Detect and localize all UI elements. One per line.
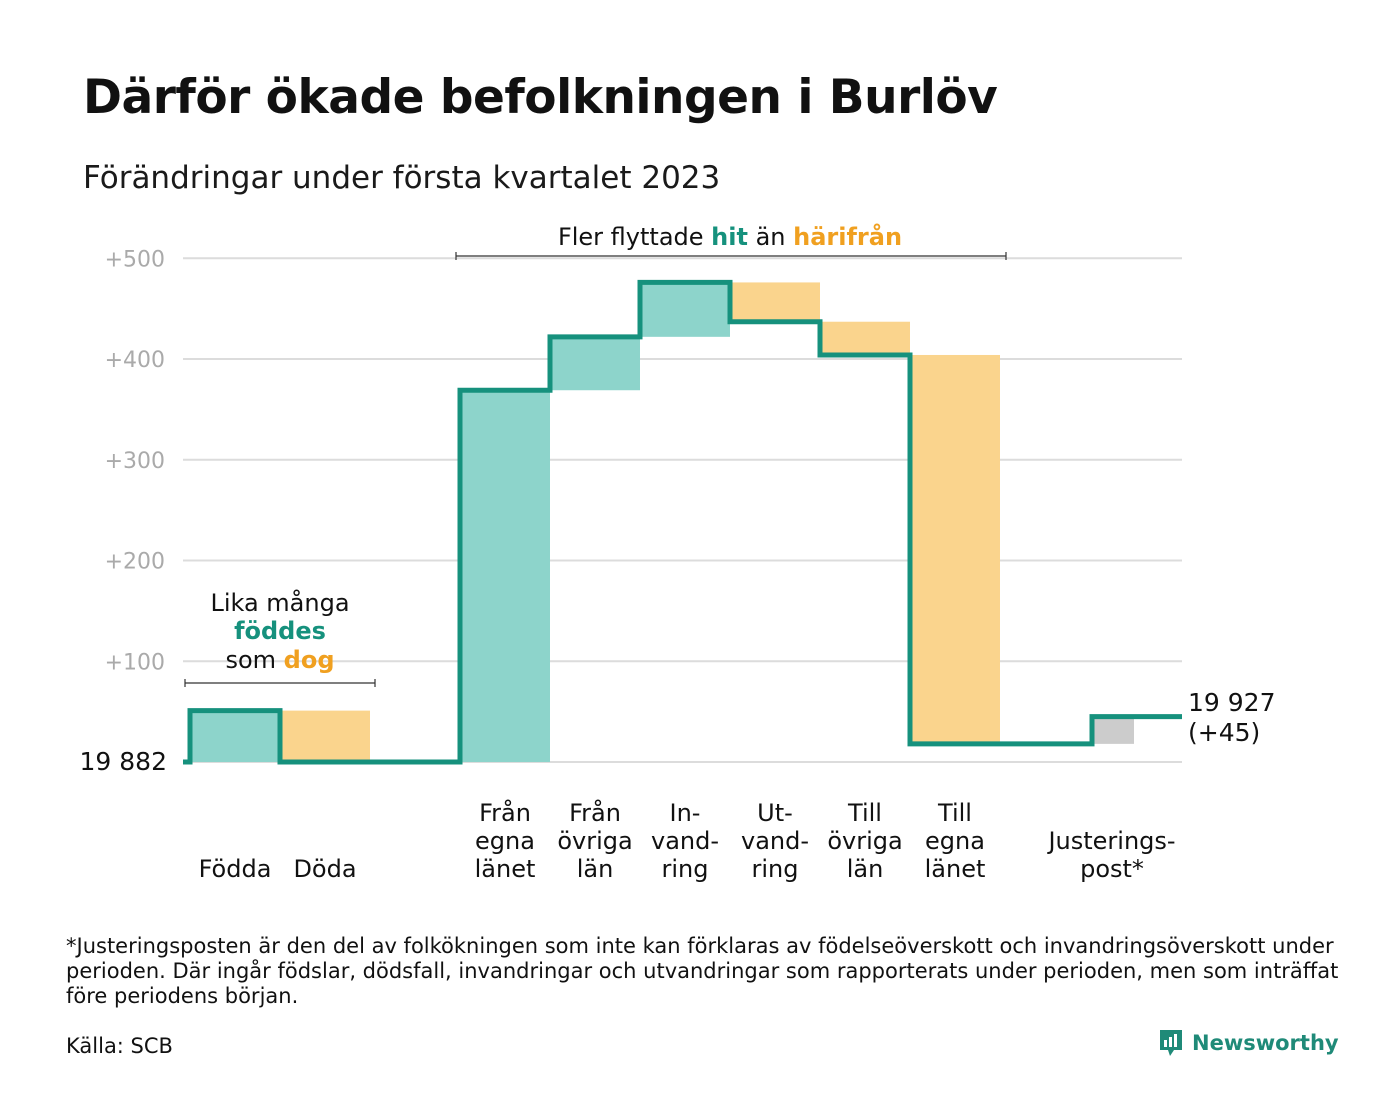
bar-0 [190,710,280,762]
cumulative-step-line [183,279,1182,765]
bar-4 [640,282,730,337]
births-annotation-line1: Lika många [210,588,349,617]
x-category-label: vand- [651,827,719,855]
bar-2 [460,390,550,762]
x-category-label: ring [752,855,799,883]
x-category-label: Födda [199,855,272,883]
brand-logo: Newsworthy [1158,1028,1339,1058]
bar-6 [820,321,910,355]
x-category-label: egna [925,827,985,855]
bar-1 [280,710,370,762]
x-category-label: övriga [827,827,902,855]
source-label: Källa: SCB [66,1034,173,1058]
x-category-label: post* [1080,855,1144,883]
x-category-label: ring [662,855,709,883]
x-category-label: länet [925,855,986,883]
x-category-label: övriga [557,827,632,855]
bar-3 [550,336,640,391]
y-tick-label: +100 [105,650,165,675]
x-category-label: Från [569,798,621,827]
bar-5 [730,282,820,322]
y-tick-label: +300 [105,449,165,474]
x-category-label: Justerings- [1046,827,1175,855]
end-change-label: (+45) [1188,718,1260,747]
x-category-label: In- [670,799,701,827]
x-category-label: Till [847,799,882,827]
x-category-label: Till [937,799,972,827]
births-annotation-in: föddes [234,617,326,645]
y-tick-label: +200 [105,550,165,575]
x-category-label: Ut- [757,799,793,827]
footnote: *Justeringsposten är den del av folkökni… [66,934,1339,1008]
x-category-label: län [847,855,884,883]
bar-7 [910,354,1000,744]
newsworthy-logo-icon [1160,1030,1182,1056]
x-category-label: länet [475,855,536,883]
moves-annotation: Fler flyttade hit än härifrån [558,222,902,251]
start-value-label: 19 882 [80,747,167,776]
bar-8 [1092,716,1134,744]
end-value-label: 19 927 [1188,688,1275,717]
chart-subtitle: Förändringar under första kvartalet 2023 [83,160,721,196]
waterfall-chart: +100 +200 +300 +400 +500 19 882 19 927(+45) Föd… [80,222,1276,883]
brand-name: Newsworthy [1192,1031,1339,1055]
x-category-label: Döda [293,855,356,883]
births-annotation-line3: som dog [225,646,334,674]
chart-title: Därför ökade befolkningen i Burlöv [83,70,998,125]
x-category-label: vand- [741,827,809,855]
x-category-label: län [577,855,614,883]
y-tick-label: +400 [105,348,165,373]
y-tick-label: +500 [105,247,165,272]
x-category-label: egna [475,827,535,855]
x-category-label: Från [479,798,531,827]
